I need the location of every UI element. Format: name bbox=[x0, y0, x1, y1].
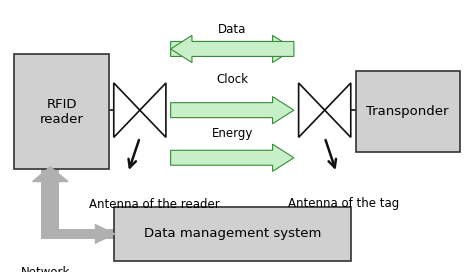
Text: Antenna of the reader: Antenna of the reader bbox=[89, 197, 219, 211]
Bar bbox=[41, 229, 59, 239]
FancyBboxPatch shape bbox=[14, 54, 109, 169]
FancyArrow shape bbox=[171, 35, 294, 63]
FancyArrow shape bbox=[95, 224, 116, 244]
FancyBboxPatch shape bbox=[114, 207, 351, 261]
Text: Transponder: Transponder bbox=[366, 105, 449, 118]
Polygon shape bbox=[114, 83, 140, 137]
FancyArrow shape bbox=[171, 97, 294, 124]
FancyArrow shape bbox=[171, 35, 294, 63]
Polygon shape bbox=[325, 83, 351, 137]
Bar bbox=[41, 169, 59, 234]
Text: Energy: Energy bbox=[211, 128, 253, 140]
Polygon shape bbox=[140, 83, 166, 137]
Polygon shape bbox=[299, 83, 325, 137]
Text: Clock: Clock bbox=[216, 73, 248, 86]
FancyArrow shape bbox=[32, 166, 68, 182]
Text: Data management system: Data management system bbox=[144, 227, 321, 240]
Bar bbox=[41, 229, 114, 239]
Text: RFID
reader: RFID reader bbox=[40, 98, 83, 125]
FancyArrow shape bbox=[171, 144, 294, 171]
Text: Data: Data bbox=[218, 23, 246, 36]
Text: Network: Network bbox=[21, 265, 70, 272]
Text: Antenna of the tag: Antenna of the tag bbox=[288, 197, 399, 211]
FancyBboxPatch shape bbox=[356, 71, 460, 152]
